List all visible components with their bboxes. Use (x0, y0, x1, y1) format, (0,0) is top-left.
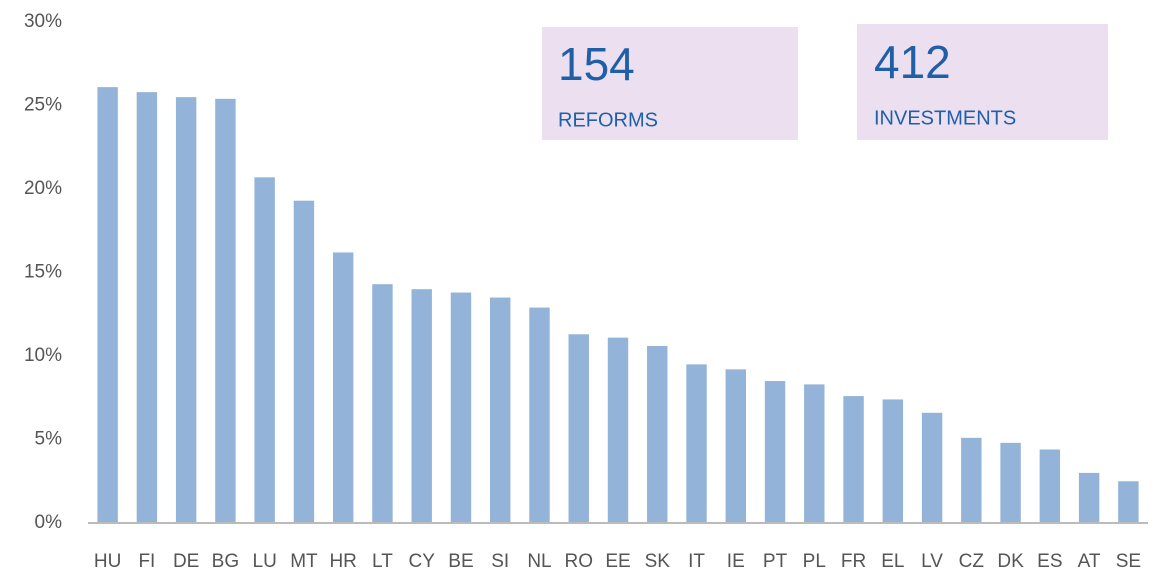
x-tick-label: MT (290, 551, 318, 572)
x-tick-label: IE (727, 551, 745, 572)
x-tick-label: LU (253, 551, 277, 572)
reforms-label: REFORMS (558, 109, 658, 131)
investments-number: 412 (874, 36, 951, 88)
x-tick-label: SI (491, 551, 509, 572)
x-tick-label: CZ (959, 551, 985, 572)
bar (411, 289, 432, 523)
bar (1039, 449, 1061, 523)
bar (686, 364, 707, 523)
bar (529, 307, 550, 523)
bar (450, 292, 472, 523)
x-tick-label: SK (645, 551, 671, 572)
x-tick-label: LT (372, 551, 393, 572)
x-tick-label: SE (1116, 551, 1141, 572)
bar (961, 437, 982, 523)
bar (97, 87, 118, 523)
y-tick-label: 0% (35, 512, 63, 533)
x-tick-label: FI (138, 551, 155, 572)
x-tick-label: IT (688, 551, 705, 572)
bar (215, 98, 236, 523)
bar (921, 412, 943, 523)
x-tick-label: PT (763, 551, 788, 572)
bar (568, 334, 589, 523)
bar (332, 252, 354, 523)
bar (1078, 472, 1100, 523)
x-tick-label: AT (1078, 551, 1101, 572)
bar (882, 399, 904, 523)
bar (1118, 481, 1139, 523)
investments-box (857, 24, 1108, 140)
reforms-box (542, 27, 798, 140)
y-tick-label: 25% (24, 95, 62, 116)
bar (1000, 442, 1021, 523)
reforms-number: 154 (558, 38, 635, 90)
x-tick-label: DK (997, 551, 1024, 572)
x-tick-label: LV (921, 551, 943, 572)
bar (725, 369, 746, 523)
y-tick-label: 5% (35, 429, 63, 450)
y-tick-label: 15% (24, 262, 62, 283)
investments-label: INVESTMENTS (874, 107, 1016, 129)
y-tick-label: 10% (24, 345, 62, 366)
x-tick-label: BE (448, 551, 473, 572)
bar (843, 396, 864, 523)
bar (607, 337, 629, 523)
bar (647, 345, 668, 523)
bar (372, 284, 393, 523)
x-tick-label: ES (1037, 551, 1062, 572)
x-tick-label: HR (329, 551, 356, 572)
x-tick-label: EE (605, 551, 630, 572)
x-tick-label: DE (173, 551, 199, 572)
bar (490, 297, 511, 523)
x-tick-label: FR (841, 551, 866, 572)
y-tick-label: 20% (24, 178, 62, 199)
bar (254, 177, 275, 523)
bar (293, 200, 315, 523)
bar (175, 97, 197, 524)
bar (136, 92, 158, 523)
x-tick-label: PL (803, 551, 826, 572)
bar (764, 381, 786, 523)
x-tick-label: EL (881, 551, 904, 572)
x-tick-label: NL (527, 551, 551, 572)
bar (804, 384, 825, 523)
x-tick-label: CY (409, 551, 436, 572)
x-tick-label: RO (564, 551, 593, 572)
y-tick-label: 30% (24, 11, 62, 32)
x-tick-label: HU (94, 551, 121, 572)
x-tick-label: BG (212, 551, 239, 572)
